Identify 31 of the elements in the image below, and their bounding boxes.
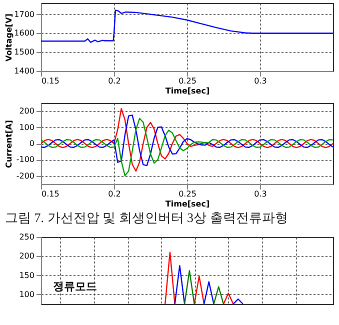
y-tick-label: 100 — [19, 122, 34, 132]
y-axis-title: Voltage[V] — [4, 14, 14, 62]
annotation: 정류모드 — [53, 281, 97, 293]
x-tick-label: 0.2 — [108, 190, 121, 198]
y-tick-label: 1700 — [14, 10, 34, 19]
y-tick-label: 1400 — [14, 66, 34, 76]
x-tick-label: 0.3 — [254, 190, 267, 198]
y-tick-label: 1500 — [14, 48, 34, 57]
y-tick-label: 250 — [19, 232, 34, 242]
y-tick-label: 200 — [19, 252, 34, 261]
x-tick-label: 0.15 — [42, 190, 60, 198]
line-series — [41, 118, 333, 176]
line-series — [41, 108, 333, 172]
x-tick-label: 0.25 — [178, 190, 196, 198]
y-tick-label: 200 — [19, 106, 34, 116]
x-tick-label: 0.25 — [178, 76, 196, 86]
x-tick-label: 0.15 — [42, 76, 60, 86]
y-tick-label: 100 — [19, 290, 34, 299]
x-axis-title: Time[sec] — [165, 86, 210, 96]
y-axis-title: Current[A] — [4, 120, 14, 168]
y-tick-label: -100 — [16, 155, 34, 164]
caption: 그림 7. 가선전압 및 회생인버터 3상 출력전류파형 — [5, 210, 288, 225]
y-tick-label: 150 — [19, 270, 34, 280]
y-tick-label: 0 — [29, 139, 34, 148]
x-tick-label: 0.3 — [254, 76, 267, 86]
line-series — [41, 10, 333, 43]
y-tick-label: 1600 — [14, 28, 34, 38]
x-axis-title: Time[sec] — [165, 200, 210, 208]
y-tick-label: -200 — [16, 171, 34, 180]
line-series — [41, 114, 333, 166]
x-tick-label: 0.2 — [108, 76, 121, 86]
